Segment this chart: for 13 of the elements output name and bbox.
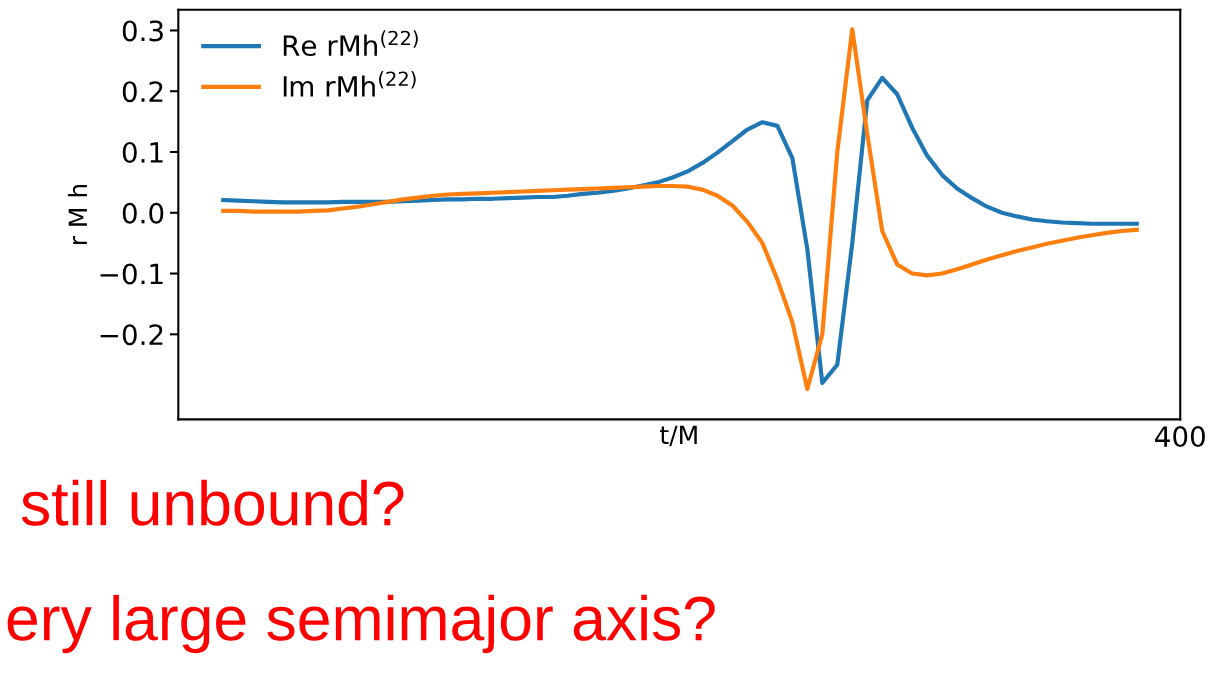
y-tick-label: −0.2 <box>100 324 163 346</box>
y-tick-label: 0.3 <box>122 20 163 42</box>
x-axis-title: t/M <box>660 425 697 447</box>
text: ery large semimajor axis? <box>7 594 715 654</box>
y-tick-label: −0.1 <box>100 263 163 285</box>
legend-label: Re rMh$^{(22)}$ <box>283 30 418 57</box>
y-tick-label: 0.2 <box>122 81 163 103</box>
text: still unbound? <box>21 479 404 526</box>
y-tick-label: 0.0 <box>122 202 164 224</box>
text: 400 <box>1155 426 1205 448</box>
y-axis-title: r M h <box>67 184 87 245</box>
legend-label: Im rMh$^{(22)}$ <box>283 71 416 97</box>
y-tick-label: 0.1 <box>122 141 163 163</box>
